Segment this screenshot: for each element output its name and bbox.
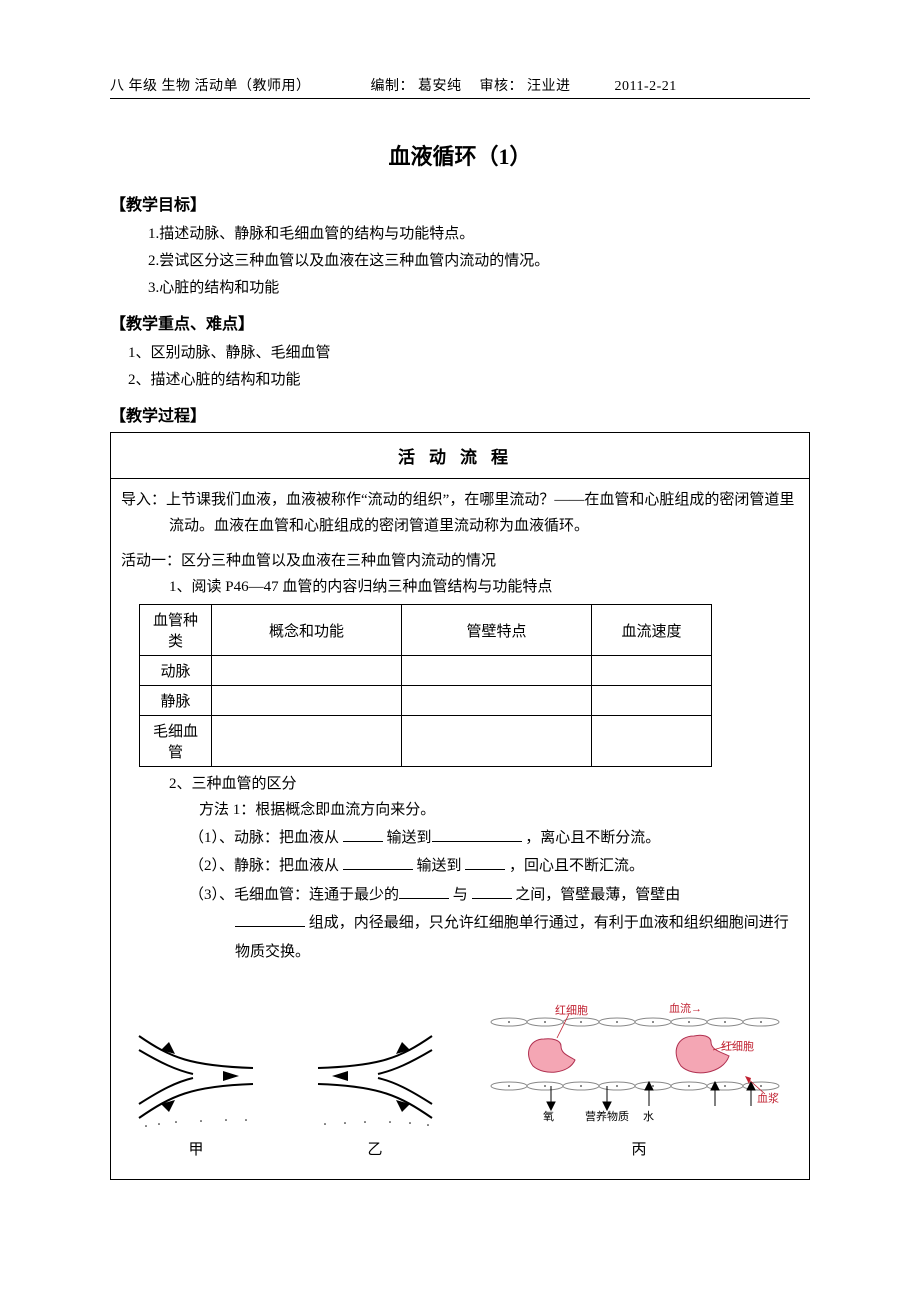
fill-in-block: （1）、动脉：把血液从 输送到 ，离心且不断分流。 （2）、静脉：把血液从 输送… (121, 824, 799, 967)
header-compiler: 葛安纯 (418, 75, 462, 95)
flow-header: 活动流程 (111, 433, 809, 478)
method1: 方法 1：根据概念即血流方向来分。 (121, 797, 799, 823)
page: 八 年级 生物 活动单（教师用） 编制： 葛安纯 审核： 汪业进 2011-2-… (0, 0, 920, 1308)
fill-text: 与 (453, 887, 472, 903)
fill-text: ，离心且不断分流。 (525, 830, 660, 846)
label-water: 水 (643, 1110, 654, 1123)
blank (432, 827, 522, 842)
activity1-sub1: 1、阅读 P46—47 血管的内容归纳三种血管结构与功能特点 (121, 574, 799, 600)
fill-text: 之间，管壁最薄，管壁由 (515, 887, 680, 903)
fill-line-4: 组成，内径最细，只允许红细胞单行通过，有利于血液和组织细胞间进行物质交换。 (189, 909, 799, 966)
figure-b-caption: 乙 (310, 1138, 440, 1159)
label-nutrient: 营养物质 (585, 1109, 629, 1123)
activity1-sub2: 2、三种血管的区分 (121, 771, 799, 797)
fill-text: 组成，内径最细，只允许红细胞单行通过，有利于血液和组织细胞间进行物质交换。 (235, 915, 789, 960)
label-o2: 氧 (543, 1109, 554, 1123)
table-header: 血管种类 (140, 605, 212, 656)
fill-line-1: （1）、动脉：把血液从 输送到 ，离心且不断分流。 (189, 824, 799, 853)
table-row: 毛细血管 (140, 716, 712, 767)
label-rbc: 红细胞 (555, 1004, 588, 1017)
fill-text: （2）、静脉：把血液从 (189, 858, 343, 874)
keypoints-heading: 【教学重点、难点】 (110, 310, 810, 334)
capillary-diagram-icon: 红细胞 血流→ 红细胞 血浆 氧 营养物质 水 (489, 994, 789, 1124)
blank (472, 884, 512, 899)
table-header: 管壁特点 (402, 605, 592, 656)
flow-content-cell: 导入：上节课我们血液，血液被称作“流动的组织”，在哪里流动？——在血管和心脏组成… (111, 479, 810, 1180)
header-reviewer: 汪业进 (527, 75, 571, 95)
blank (465, 855, 505, 870)
fill-line-2: （2）、静脉：把血液从 输送到 ，回心且不断汇流。 (189, 852, 799, 881)
table-cell: 静脉 (140, 686, 212, 716)
figure-c-caption: 丙 (489, 1138, 789, 1159)
blank (399, 884, 449, 899)
table-header-row: 血管种类 概念和功能 管壁特点 血流速度 (140, 605, 712, 656)
fill-text: ，回心且不断汇流。 (509, 858, 644, 874)
goal-item: 2.尝试区分这三种血管以及血液在这三种血管内流动的情况。 (110, 248, 810, 275)
header-date: 2011-2-21 (615, 79, 677, 95)
keypoint-item: 2、描述心脏的结构和功能 (110, 367, 810, 394)
fill-text: 输送到 (417, 858, 466, 874)
table-row: 动脉 (140, 656, 712, 686)
figure-a: 甲 (131, 1018, 261, 1159)
keypoint-item: 1、区别动脉、静脉、毛细血管 (110, 340, 810, 367)
activity1-title: 活动一：区分三种血管以及血液在三种血管内流动的情况 (121, 548, 799, 574)
label-plasma: 血浆 (757, 1091, 779, 1105)
fill-text: 输送到 (387, 830, 432, 846)
fill-line-3: （3）、毛细血管：连通于最少的 与 之间，管壁最薄，管壁由 (189, 881, 799, 910)
figure-a-caption: 甲 (131, 1138, 261, 1159)
page-header: 八 年级 生物 活动单（教师用） 编制： 葛安纯 审核： 汪业进 2011-2-… (110, 75, 810, 99)
vessel-table: 血管种类 概念和功能 管壁特点 血流速度 动脉 静脉 毛细血管 (139, 604, 712, 767)
header-compiler-label: 编制： (371, 75, 415, 95)
figure-b: 乙 (310, 1018, 440, 1159)
blank (235, 912, 305, 927)
artery-diagram-icon (131, 1018, 261, 1128)
goal-item: 1.描述动脉、静脉和毛细血管的结构与功能特点。 (110, 221, 810, 248)
table-cell: 毛细血管 (140, 716, 212, 767)
page-title: 血液循环（1） (110, 139, 810, 171)
flow-table: 活动流程 导入：上节课我们血液，血液被称作“流动的组织”，在哪里流动？——在血管… (110, 432, 810, 1180)
header-reviewer-label: 审核： (480, 75, 524, 95)
header-grade: 八 年级 生物 活动单（教师用） (110, 75, 311, 95)
fill-text: （1）、动脉：把血液从 (189, 830, 343, 846)
vein-diagram-icon (310, 1018, 440, 1128)
intro-paragraph: 导入：上节课我们血液，血液被称作“流动的组织”，在哪里流动？——在血管和心脏组成… (121, 487, 799, 540)
blank (343, 855, 413, 870)
goals-heading: 【教学目标】 (110, 191, 810, 215)
figure-row: 甲 (121, 994, 799, 1159)
table-header: 血流速度 (592, 605, 712, 656)
process-heading: 【教学过程】 (110, 402, 810, 426)
table-header: 概念和功能 (212, 605, 402, 656)
figure-c: 红细胞 血流→ 红细胞 血浆 氧 营养物质 水 (489, 994, 789, 1159)
table-row: 静脉 (140, 686, 712, 716)
goal-item: 3.心脏的结构和功能 (110, 275, 810, 302)
label-flow: 血流→ (669, 1001, 702, 1015)
table-cell: 动脉 (140, 656, 212, 686)
fill-text: （3）、毛细血管：连通于最少的 (189, 887, 399, 903)
blank (343, 827, 383, 842)
